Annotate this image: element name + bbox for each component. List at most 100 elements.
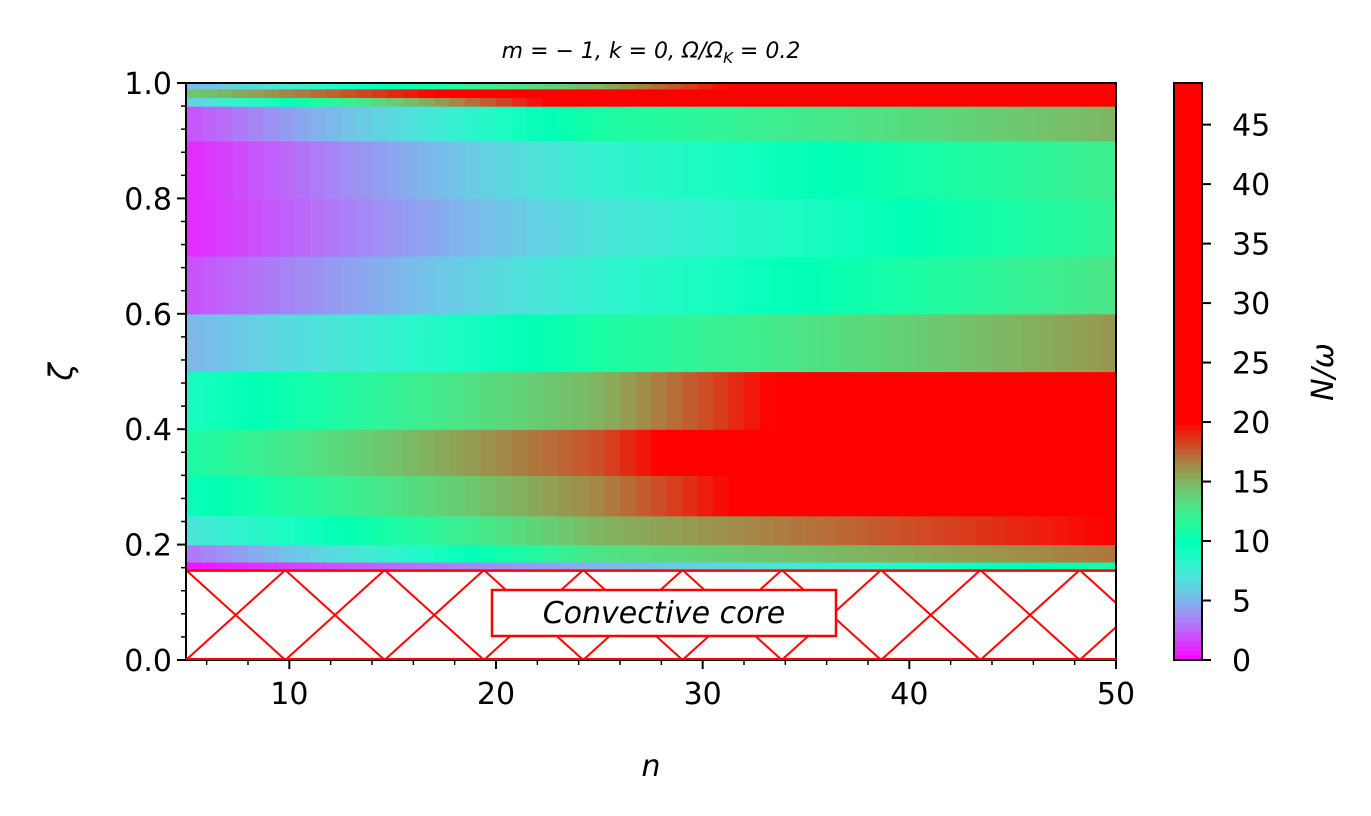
colorbar-segment bbox=[1174, 145, 1202, 151]
heatmap-cell bbox=[418, 475, 435, 517]
heatmap-cell bbox=[759, 106, 776, 142]
heatmap-cell bbox=[387, 83, 404, 90]
heatmap-cell bbox=[387, 515, 404, 546]
heatmap-cell bbox=[821, 313, 838, 373]
heatmap-cell bbox=[790, 198, 807, 257]
heatmap-cell bbox=[961, 544, 978, 563]
heatmap-cell bbox=[620, 561, 637, 572]
heatmap-cell bbox=[697, 515, 714, 546]
colorbar-segment bbox=[1174, 284, 1202, 291]
colorbar-tick-label: 20 bbox=[1232, 406, 1270, 441]
heatmap-cell bbox=[759, 371, 776, 430]
heatmap-cell bbox=[1100, 429, 1116, 476]
heatmap-cell bbox=[589, 475, 606, 517]
heatmap-cell bbox=[418, 106, 435, 142]
heatmap-cell bbox=[1069, 83, 1086, 90]
heatmap-cell bbox=[775, 256, 792, 315]
colorbar-segment bbox=[1174, 578, 1202, 584]
heatmap-cell bbox=[682, 475, 699, 517]
heatmap-cell bbox=[961, 83, 978, 90]
colorbar-segment bbox=[1174, 477, 1202, 483]
heatmap-cell bbox=[976, 313, 993, 373]
heatmap-cell bbox=[403, 106, 420, 142]
heatmap-cell bbox=[604, 561, 621, 572]
heatmap-cell bbox=[232, 198, 249, 257]
heatmap-cell bbox=[325, 544, 342, 563]
colorbar-segment bbox=[1174, 510, 1202, 517]
heatmap-cell bbox=[620, 83, 637, 90]
heatmap-cell bbox=[341, 97, 358, 107]
heatmap-cell bbox=[356, 429, 373, 476]
colorbar-segment bbox=[1174, 544, 1202, 551]
heatmap-cell bbox=[465, 313, 482, 373]
heatmap-cell bbox=[465, 475, 482, 517]
colorbar-segment bbox=[1174, 650, 1202, 656]
heatmap-cell bbox=[899, 83, 916, 90]
colorbar-segment bbox=[1174, 486, 1202, 493]
colorbar-segment bbox=[1174, 458, 1202, 464]
heatmap-cell bbox=[868, 313, 885, 373]
heatmap-cell bbox=[217, 515, 234, 546]
heatmap-cell bbox=[759, 83, 776, 90]
heatmap-cell bbox=[620, 544, 637, 563]
heatmap-cell bbox=[837, 140, 854, 199]
heatmap-cell bbox=[899, 198, 916, 257]
heatmap-cell bbox=[279, 88, 296, 99]
heatmap-cell bbox=[821, 198, 838, 257]
heatmap-cell bbox=[1023, 561, 1040, 572]
heatmap-cell bbox=[914, 429, 931, 476]
colorbar-segment bbox=[1174, 645, 1202, 651]
heatmap-cell bbox=[961, 475, 978, 517]
colorbar-segment bbox=[1174, 602, 1202, 608]
heatmap-cell bbox=[697, 313, 714, 373]
heatmap-cell bbox=[496, 106, 513, 142]
colorbar-segment bbox=[1174, 198, 1202, 204]
heatmap-cell bbox=[883, 475, 900, 517]
heatmap-cell bbox=[868, 140, 885, 199]
heatmap-cell bbox=[775, 429, 792, 476]
x-tick-label: 20 bbox=[477, 677, 515, 712]
heatmap-cell bbox=[310, 544, 327, 563]
heatmap-cell bbox=[899, 106, 916, 142]
heatmap-cell bbox=[449, 475, 466, 517]
heatmap-cell bbox=[852, 515, 869, 546]
heatmap-cell bbox=[248, 140, 265, 199]
heatmap-cell bbox=[1054, 429, 1071, 476]
heatmap-cell bbox=[387, 88, 404, 99]
heatmap-cell bbox=[1038, 544, 1055, 563]
heatmap-cell bbox=[1085, 515, 1102, 546]
heatmap-cell bbox=[372, 97, 389, 107]
heatmap-cell bbox=[899, 544, 916, 563]
heatmap-cell bbox=[604, 544, 621, 563]
heatmap-cell bbox=[310, 313, 327, 373]
heatmap-cell bbox=[496, 371, 513, 430]
heatmap-cell bbox=[1100, 515, 1116, 546]
heatmap-cell bbox=[403, 83, 420, 90]
heatmap-cell bbox=[480, 429, 497, 476]
heatmap-cell bbox=[403, 313, 420, 373]
heatmap-cell bbox=[976, 256, 993, 315]
heatmap-cell bbox=[341, 561, 358, 572]
heatmap-cell bbox=[1038, 561, 1055, 572]
heatmap-cell bbox=[883, 515, 900, 546]
heatmap-cell bbox=[945, 106, 962, 142]
heatmap-cell bbox=[806, 371, 823, 430]
heatmap-cell bbox=[914, 256, 931, 315]
heatmap-cell bbox=[651, 515, 668, 546]
heatmap-cell bbox=[961, 106, 978, 142]
heatmap-cell bbox=[1085, 256, 1102, 315]
colorbar-segment bbox=[1174, 131, 1202, 137]
heatmap-cell bbox=[186, 97, 203, 107]
heatmap-cell bbox=[558, 256, 575, 315]
heatmap-cell bbox=[914, 515, 931, 546]
heatmap-cell bbox=[713, 561, 730, 572]
heatmap-cell bbox=[837, 544, 854, 563]
colorbar-segment bbox=[1174, 275, 1202, 281]
heatmap-cell bbox=[294, 475, 311, 517]
heatmap-cell bbox=[294, 429, 311, 476]
heatmap-cell bbox=[635, 140, 652, 199]
heatmap-cell bbox=[635, 106, 652, 142]
heatmap-cell bbox=[356, 256, 373, 315]
heatmap-cell bbox=[558, 544, 575, 563]
